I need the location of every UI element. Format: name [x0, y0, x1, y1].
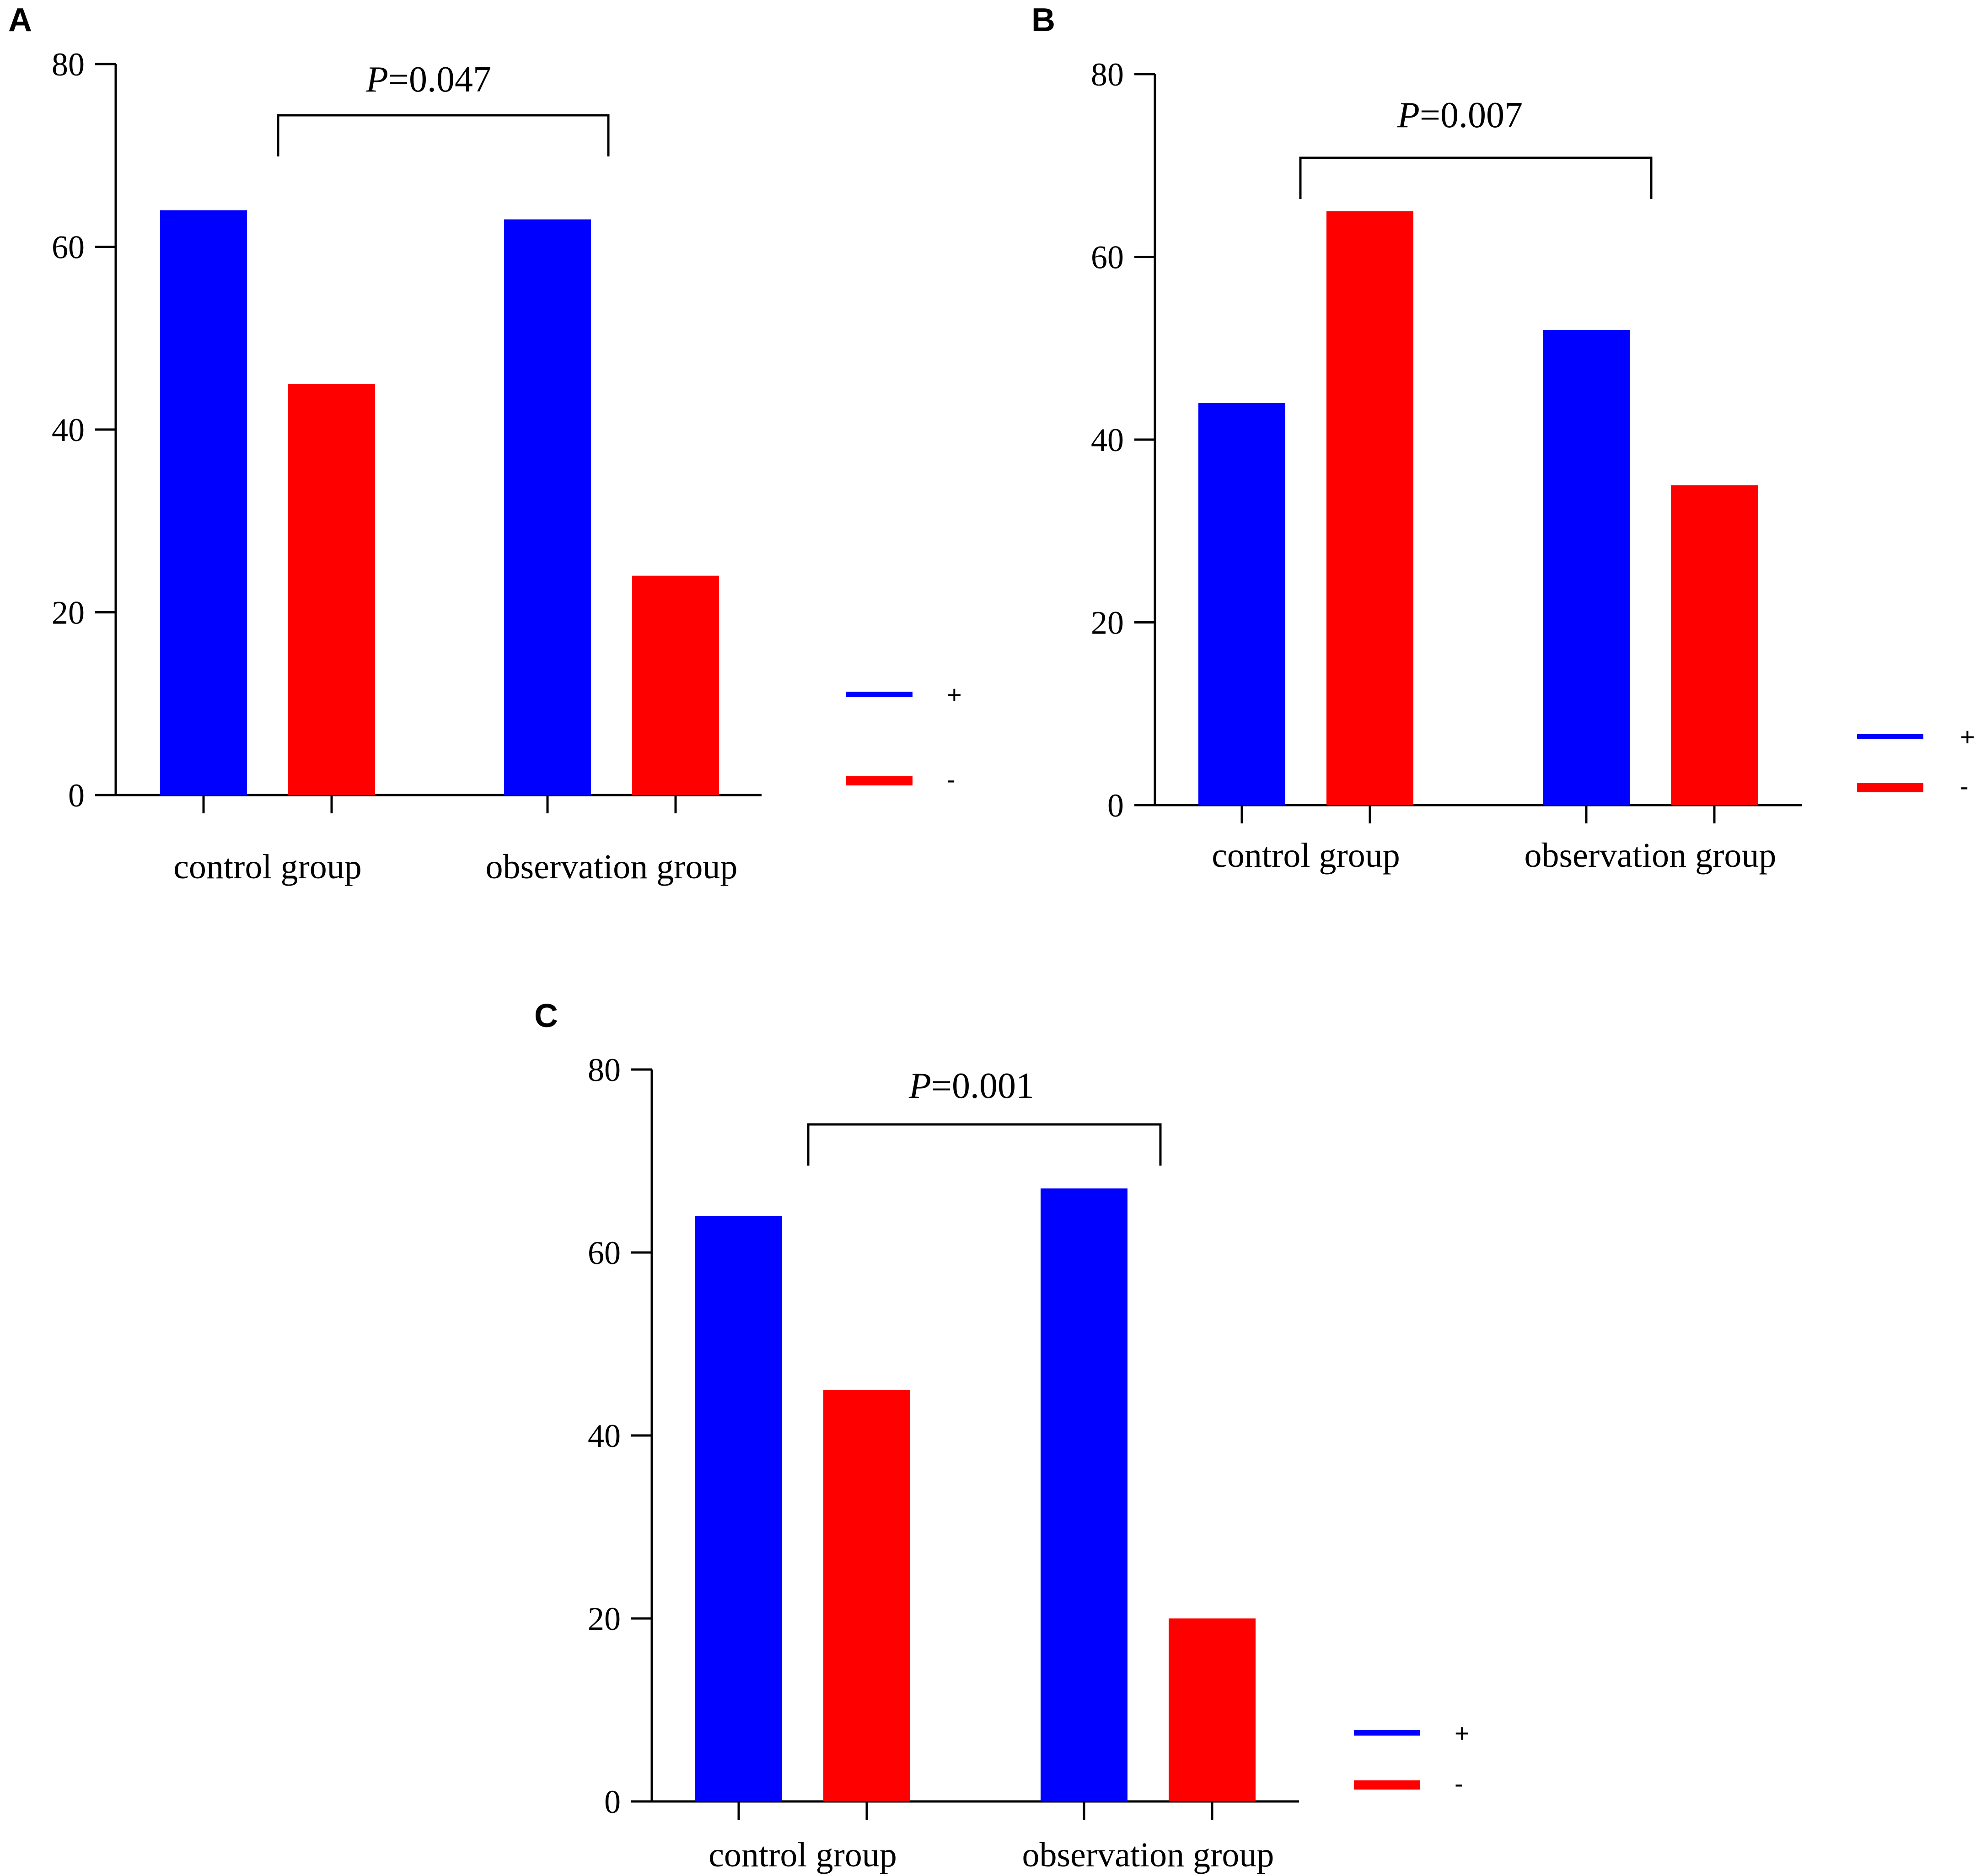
significance-bracket — [277, 114, 610, 156]
legend-swatch-negative — [846, 776, 913, 785]
x-category-label: control group — [709, 1836, 897, 1874]
panel-label: B — [1031, 2, 1055, 38]
bar-positive — [504, 219, 591, 796]
x-category-label: observation group — [486, 848, 738, 886]
y-tick-label: 80 — [588, 1052, 621, 1088]
legend-swatch-positive — [1354, 1730, 1420, 1736]
y-tick-label: 20 — [52, 595, 85, 631]
y-tick-label: 80 — [52, 46, 85, 83]
y-tick-label: 60 — [52, 229, 85, 266]
bar-negative — [823, 1390, 910, 1801]
bar-positive — [1198, 403, 1285, 805]
legend: +- — [846, 680, 962, 794]
y-tick-label: 40 — [52, 412, 85, 448]
p-value-label: P=0.001 — [908, 1066, 1034, 1106]
panel-label: C — [534, 998, 558, 1034]
legend-label: + — [947, 680, 962, 709]
legend-label: - — [947, 765, 956, 794]
legend-swatch-negative — [1354, 1780, 1420, 1790]
legend-swatch-negative — [1857, 783, 1923, 792]
bar-negative — [288, 384, 375, 795]
bar-positive — [1041, 1188, 1127, 1801]
y-tick-label: 80 — [1091, 56, 1124, 93]
x-category-label: observation group — [1525, 836, 1777, 875]
significance-bracket — [1299, 156, 1653, 199]
bar-positive — [1543, 330, 1630, 805]
y-tick-label: 20 — [1091, 605, 1124, 641]
bar-negative — [632, 575, 719, 795]
legend-label: + — [1960, 722, 1975, 751]
bar-positive — [160, 210, 247, 796]
bar-positive — [695, 1216, 782, 1801]
chart-panel-a: A 0 20 40 60 80 control group observation group… — [8, 2, 962, 886]
p-value-label: P=0.007 — [1397, 95, 1523, 135]
x-category-label: control group — [173, 848, 362, 886]
legend-swatch-positive — [1857, 734, 1923, 739]
significance-bracket — [807, 1123, 1162, 1166]
chart-panel-c: C 0 20 40 60 80 control group observation group… — [534, 998, 1470, 1874]
y-tick-label: 0 — [604, 1784, 621, 1820]
legend-swatch-positive — [846, 692, 913, 697]
bar-negative — [1169, 1618, 1256, 1801]
x-category-label: control group — [1212, 836, 1400, 875]
x-category-label: observation group — [1022, 1836, 1274, 1874]
chart-panel-b: B 0 20 40 60 80 control group observation group… — [1031, 2, 1975, 875]
legend: +- — [1857, 722, 1975, 801]
y-tick-label: 0 — [1107, 787, 1124, 824]
p-value-label: P=0.047 — [365, 59, 491, 100]
y-tick-label: 40 — [1091, 422, 1124, 458]
legend-label: + — [1455, 1719, 1470, 1747]
y-tick-label: 60 — [1091, 239, 1124, 276]
legend-label: - — [1455, 1769, 1463, 1798]
y-tick-label: 60 — [588, 1235, 621, 1271]
bar-negative — [1671, 485, 1758, 805]
legend-label: - — [1960, 772, 1969, 801]
bar-negative — [1326, 211, 1413, 805]
y-tick-label: 40 — [588, 1418, 621, 1454]
y-tick-label: 20 — [588, 1601, 621, 1637]
y-tick-label: 0 — [68, 777, 85, 814]
panel-label: A — [8, 2, 32, 38]
legend: +- — [1354, 1719, 1470, 1798]
